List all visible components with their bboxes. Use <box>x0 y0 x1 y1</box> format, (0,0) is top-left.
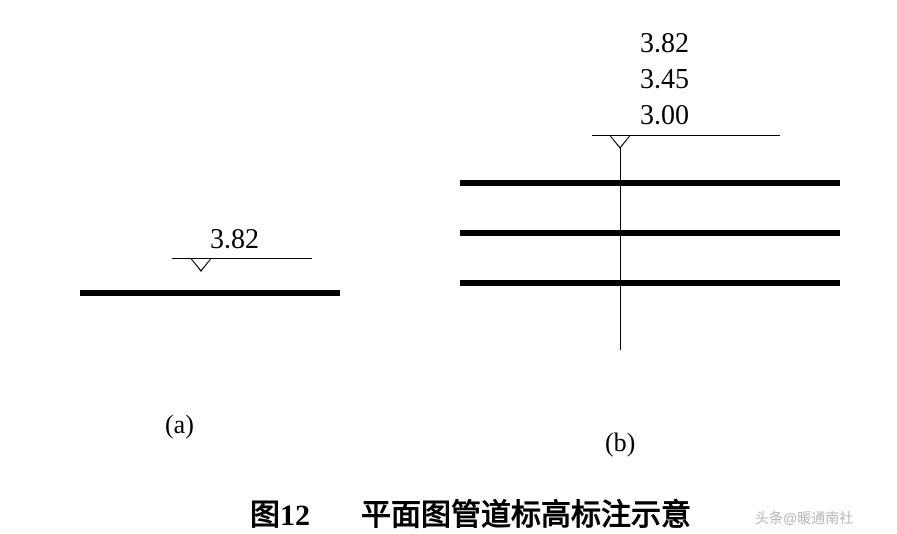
panel-b-pipe-3 <box>460 280 840 286</box>
panel-a: 3.82 <box>80 220 360 320</box>
figure-caption: 图12 平面图管道标高标注示意 <box>250 490 691 534</box>
panel-b-elevation-triangle-icon <box>609 135 631 149</box>
caption-text: 平面图管道标高标注示意 <box>361 499 691 532</box>
panel-a-elevation-value: 3.82 <box>210 224 259 256</box>
panel-b-elevation-value-1: 3.82 <box>640 28 689 60</box>
panel-a-label: (a) <box>165 410 194 440</box>
caption-prefix: 图12 <box>250 499 310 532</box>
panel-b-pipe-1 <box>460 180 840 186</box>
watermark: 头条@暖通南社 <box>755 508 853 528</box>
panel-b-leader-vertical <box>620 135 621 350</box>
panel-a-pipe <box>80 290 340 296</box>
panel-b-elevation-value-2: 3.45 <box>640 64 689 96</box>
panel-b: 3.82 3.45 3.00 <box>460 20 860 370</box>
diagram-container: 3.82 (a) 3.82 3.45 3.00 (b) 图12 平面图管道标高标… <box>0 0 897 531</box>
panel-a-elevation-triangle-icon <box>190 258 212 272</box>
panel-b-elevation-value-3: 3.00 <box>640 100 689 132</box>
panel-b-label: (b) <box>605 428 635 458</box>
panel-b-pipe-2 <box>460 230 840 236</box>
